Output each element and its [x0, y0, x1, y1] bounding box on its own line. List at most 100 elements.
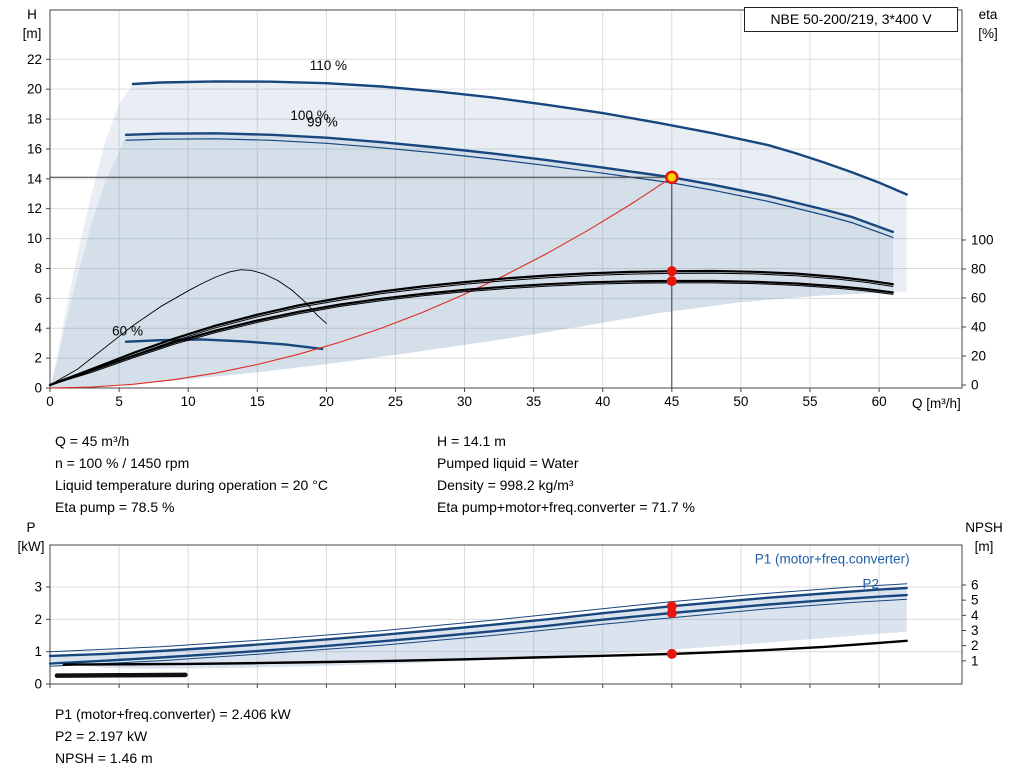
- eta-pump-curve: [48, 269, 894, 387]
- npsh-axis-title: NPSH [m]: [958, 518, 1010, 556]
- tick-label: 8: [34, 261, 42, 276]
- tick-label: 50: [733, 394, 748, 409]
- tick-label: 6: [971, 578, 979, 593]
- tick-label: 60: [872, 394, 887, 409]
- p1-curve: [48, 586, 908, 658]
- results-bottom-column: P1 (motor+freq.converter) = 2.406 kW P2 …: [55, 703, 291, 769]
- tick-label: 6: [34, 291, 42, 306]
- tick-label: 0: [34, 677, 42, 692]
- result-density: Density = 998.2 kg/m³: [437, 477, 574, 493]
- tick-label: 1: [971, 653, 979, 668]
- power-envelope: [50, 588, 907, 669]
- eta-total-curve: [48, 279, 894, 387]
- qh-eta-chart-frame: [49, 9, 963, 389]
- label-110: 110 %: [310, 58, 347, 73]
- eta-axis-unit: [%]: [978, 26, 998, 41]
- p1-envelope-line: [49, 583, 908, 653]
- tick-label: 100: [971, 233, 994, 248]
- tick-label: 18: [27, 112, 42, 127]
- tick-label: 5: [971, 593, 979, 608]
- tick-label: 5: [115, 394, 123, 409]
- tick-label: 0: [46, 394, 54, 409]
- power-npsh-chart-frame: [49, 544, 963, 685]
- tick-label: 0: [971, 378, 979, 393]
- label-99: 99 %: [307, 115, 338, 130]
- eta-total-point: [666, 276, 677, 287]
- duty-point[interactable]: [665, 170, 679, 185]
- tick-label: 80: [971, 262, 986, 277]
- curve-110: [131, 80, 908, 196]
- p-axis-unit: [kW]: [17, 539, 45, 554]
- control-curve: [49, 176, 673, 389]
- label-60: 60 %: [112, 324, 143, 339]
- tick-label: 2: [971, 638, 979, 653]
- result-eta-total: Eta pump+motor+freq.converter = 71.7 %: [437, 499, 695, 515]
- result-p2: P2 = 2.197 kW: [55, 728, 148, 744]
- tick-label: 40: [971, 320, 986, 335]
- eta-axis-title: eta [%]: [968, 5, 1008, 43]
- label-p1: P1 (motor+freq.converter): [755, 552, 910, 567]
- results-right-column: H = 14.1 m Pumped liquid = Water Density…: [437, 430, 695, 518]
- speed-envelope-110: [50, 81, 907, 389]
- q-axis-title: Q [m³/h]: [912, 396, 961, 411]
- tick-label: 20: [971, 349, 986, 364]
- p-axis-symbol: P: [26, 520, 36, 535]
- p-axis-title: P [kW]: [14, 518, 48, 556]
- curve-100: [124, 132, 895, 234]
- eta-pump-point: [666, 266, 677, 277]
- tick-label: 60: [971, 291, 986, 306]
- eta-total-curve-outline: [49, 282, 894, 386]
- h-axis-title: H [m]: [18, 5, 46, 43]
- npsh-point: [666, 648, 677, 659]
- pump-title: NBE 50-200/219, 3*400 V: [770, 11, 932, 27]
- tick-label: 3: [971, 623, 979, 638]
- tick-label: 0: [34, 381, 42, 396]
- eta-pump-curve-outline: [49, 272, 894, 386]
- tick-label: 45: [664, 394, 679, 409]
- label-p2: P2: [863, 577, 880, 592]
- tick-label: 35: [526, 394, 541, 409]
- tick-label: 14: [27, 171, 43, 186]
- result-n: n = 100 % / 1450 rpm: [55, 455, 190, 471]
- tick-label: 10: [181, 394, 196, 409]
- h-axis-unit: [m]: [22, 26, 42, 41]
- result-q: Q = 45 m³/h: [55, 433, 130, 449]
- tick-label: 30: [457, 394, 472, 409]
- tick-label: 25: [388, 394, 403, 409]
- result-h: H = 14.1 m: [437, 433, 506, 449]
- tick-label: 2: [34, 612, 42, 627]
- tick-label: 40: [595, 394, 610, 409]
- tick-label: 4: [971, 608, 979, 623]
- tick-label: 2: [34, 351, 42, 366]
- npsh-curve: [62, 639, 908, 666]
- tick-label: 20: [27, 82, 42, 97]
- tick-label: 3: [34, 580, 42, 595]
- result-p1: P1 (motor+freq.converter) = 2.406 kW: [55, 706, 291, 722]
- p2-point: [666, 607, 677, 618]
- result-npsh: NPSH = 1.46 m: [55, 750, 153, 766]
- tick-label: 15: [250, 394, 265, 409]
- curve-99: [125, 138, 894, 238]
- h-axis-symbol: H: [27, 7, 37, 22]
- tick-label: 20: [319, 394, 334, 409]
- p2-curve: [48, 593, 908, 665]
- tick-label: 12: [27, 201, 42, 216]
- npsh-min-band: [54, 672, 188, 678]
- result-liquid-temp: Liquid temperature during operation = 20…: [55, 477, 328, 493]
- label-100: 100 %: [290, 108, 328, 123]
- npsh-axis-unit: [m]: [974, 539, 994, 554]
- eta-control-arc: [49, 269, 327, 386]
- result-eta-pump: Eta pump = 78.5 %: [55, 499, 175, 515]
- npsh-axis-symbol: NPSH: [965, 520, 1003, 535]
- p2-envelope-line: [49, 598, 908, 667]
- result-pumped-liquid: Pumped liquid = Water: [437, 455, 579, 471]
- tick-label: 16: [27, 141, 42, 156]
- eta-axis-symbol: eta: [978, 7, 998, 22]
- results-left-column: Q = 45 m³/h n = 100 % / 1450 rpm Liquid …: [55, 430, 328, 518]
- tick-label: 4: [34, 321, 42, 336]
- pump-title-box: NBE 50-200/219, 3*400 V: [744, 7, 958, 32]
- tick-label: 1: [34, 644, 42, 659]
- curve-60: [124, 338, 324, 351]
